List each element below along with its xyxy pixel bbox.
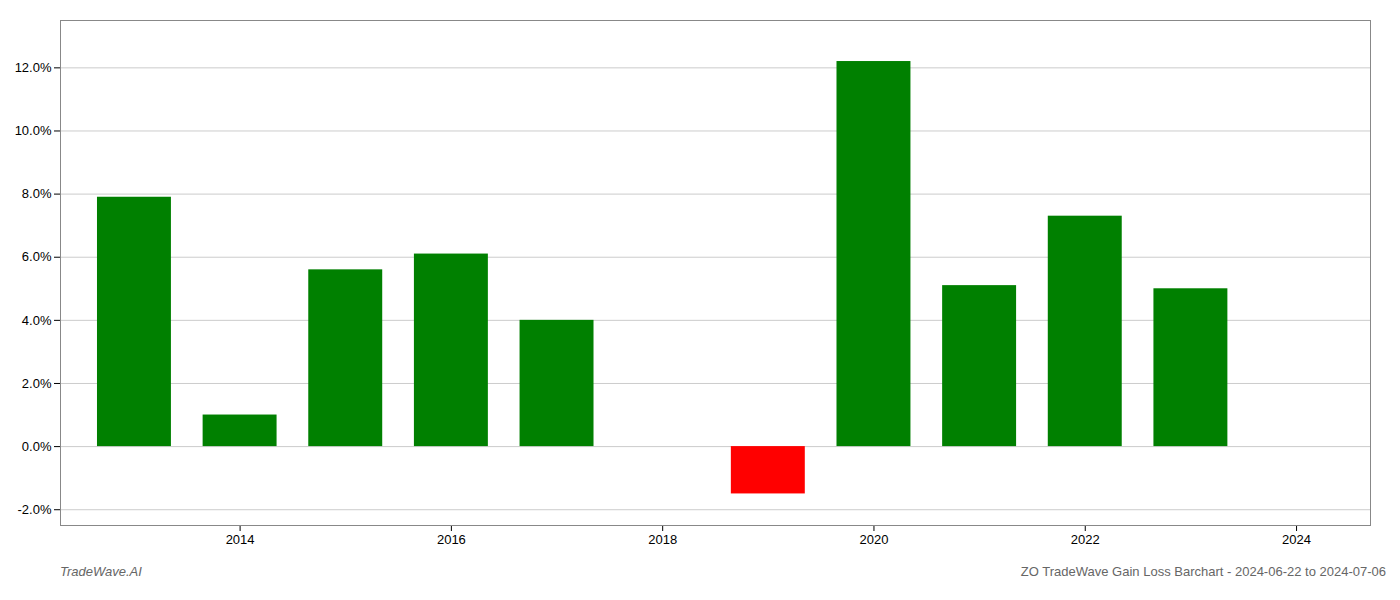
svg-text:-2.0%: -2.0% (18, 502, 52, 517)
svg-text:12.0%: 12.0% (15, 60, 52, 75)
svg-text:2016: 2016 (437, 532, 466, 547)
svg-text:8.0%: 8.0% (22, 186, 52, 201)
svg-text:4.0%: 4.0% (22, 313, 52, 328)
svg-text:2020: 2020 (860, 532, 889, 547)
svg-text:2024: 2024 (1282, 532, 1311, 547)
svg-text:10.0%: 10.0% (15, 123, 52, 138)
svg-text:6.0%: 6.0% (22, 249, 52, 264)
html-text:TradeWave.AI: TradeWave.AI (60, 564, 142, 579)
svg-text:2014: 2014 (226, 532, 255, 547)
svg-text:0.0%: 0.0% (22, 439, 52, 454)
svg-text:2018: 2018 (648, 532, 677, 547)
html-text:ZO TradeWave Gain Loss Barchar: ZO TradeWave Gain Loss Barchart - 2024-0… (1020, 564, 1386, 579)
svg-text:2.0%: 2.0% (22, 376, 52, 391)
svg-text:2022: 2022 (1071, 532, 1100, 547)
